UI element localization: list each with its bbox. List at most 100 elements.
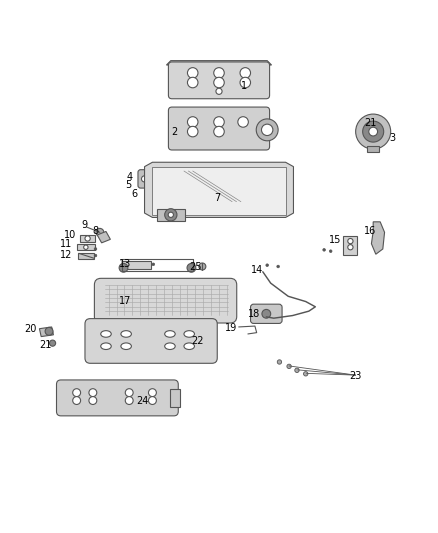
- Circle shape: [89, 389, 97, 397]
- FancyBboxPatch shape: [85, 319, 217, 364]
- Text: 9: 9: [81, 220, 87, 230]
- FancyBboxPatch shape: [168, 62, 269, 99]
- Ellipse shape: [121, 343, 131, 350]
- Circle shape: [287, 364, 291, 368]
- Circle shape: [329, 250, 332, 253]
- Circle shape: [214, 68, 224, 78]
- Bar: [170, 389, 180, 407]
- FancyBboxPatch shape: [57, 380, 178, 416]
- Text: 23: 23: [350, 371, 362, 381]
- Circle shape: [73, 397, 81, 405]
- Polygon shape: [39, 327, 53, 336]
- Text: 22: 22: [191, 336, 203, 346]
- Circle shape: [96, 229, 104, 236]
- Polygon shape: [371, 222, 385, 254]
- Circle shape: [85, 236, 90, 241]
- Circle shape: [187, 126, 198, 137]
- Polygon shape: [97, 231, 110, 243]
- Circle shape: [165, 209, 177, 221]
- Circle shape: [262, 310, 271, 318]
- FancyBboxPatch shape: [138, 169, 151, 188]
- Circle shape: [141, 176, 148, 182]
- Text: 21: 21: [39, 341, 51, 350]
- Circle shape: [277, 360, 282, 364]
- Circle shape: [119, 263, 128, 272]
- Text: 24: 24: [137, 397, 149, 406]
- Text: 25: 25: [190, 262, 202, 271]
- Polygon shape: [145, 162, 293, 217]
- Circle shape: [199, 263, 206, 270]
- Ellipse shape: [121, 330, 131, 337]
- Circle shape: [348, 238, 353, 244]
- Text: 12: 12: [60, 249, 73, 260]
- Circle shape: [187, 68, 198, 78]
- Text: 2: 2: [171, 127, 177, 136]
- Circle shape: [277, 265, 279, 268]
- Bar: [367, 146, 379, 152]
- Circle shape: [369, 127, 378, 136]
- Circle shape: [266, 264, 268, 266]
- Circle shape: [240, 68, 251, 78]
- Circle shape: [214, 126, 224, 137]
- Circle shape: [84, 245, 88, 249]
- Bar: [122, 261, 151, 269]
- Text: 4: 4: [126, 172, 132, 182]
- Ellipse shape: [101, 330, 111, 337]
- Circle shape: [94, 248, 97, 251]
- Circle shape: [256, 119, 278, 141]
- Text: 18: 18: [248, 309, 260, 319]
- Text: 10: 10: [64, 230, 76, 240]
- Circle shape: [148, 389, 156, 397]
- Circle shape: [295, 368, 299, 373]
- Circle shape: [214, 77, 224, 88]
- Ellipse shape: [165, 330, 175, 337]
- Text: 13: 13: [119, 260, 131, 269]
- Text: 14: 14: [251, 265, 264, 275]
- Bar: [80, 236, 95, 241]
- Ellipse shape: [101, 343, 111, 350]
- Text: 21: 21: [364, 118, 376, 128]
- Polygon shape: [152, 167, 286, 215]
- Text: 19: 19: [225, 323, 237, 333]
- Text: 15: 15: [329, 235, 342, 245]
- FancyBboxPatch shape: [251, 304, 282, 324]
- Text: 17: 17: [119, 296, 131, 305]
- Circle shape: [216, 88, 222, 94]
- Circle shape: [125, 389, 133, 397]
- Bar: [157, 209, 185, 221]
- Circle shape: [187, 263, 196, 272]
- Circle shape: [168, 212, 173, 217]
- Text: 3: 3: [389, 133, 396, 143]
- Circle shape: [363, 121, 384, 142]
- Circle shape: [356, 114, 391, 149]
- Circle shape: [125, 397, 133, 405]
- Text: 6: 6: [131, 189, 138, 199]
- Circle shape: [240, 77, 251, 88]
- Circle shape: [187, 117, 198, 127]
- Circle shape: [348, 245, 353, 250]
- Ellipse shape: [184, 343, 194, 350]
- Text: 5: 5: [125, 180, 131, 190]
- Text: 7: 7: [214, 193, 220, 203]
- Circle shape: [238, 117, 248, 127]
- Circle shape: [45, 327, 53, 335]
- Circle shape: [214, 117, 224, 127]
- Text: 11: 11: [60, 239, 72, 249]
- Circle shape: [323, 248, 325, 251]
- Text: 20: 20: [25, 324, 37, 334]
- Circle shape: [261, 124, 273, 135]
- Bar: [343, 236, 357, 255]
- Circle shape: [148, 397, 156, 405]
- Circle shape: [89, 397, 97, 405]
- FancyBboxPatch shape: [168, 107, 269, 150]
- Circle shape: [304, 372, 308, 376]
- Text: 16: 16: [364, 227, 377, 237]
- Circle shape: [94, 254, 97, 257]
- Circle shape: [152, 263, 155, 265]
- Bar: [78, 253, 94, 259]
- FancyBboxPatch shape: [95, 278, 237, 323]
- Circle shape: [49, 340, 56, 346]
- Ellipse shape: [184, 330, 194, 337]
- Circle shape: [73, 389, 81, 397]
- Bar: [77, 244, 95, 251]
